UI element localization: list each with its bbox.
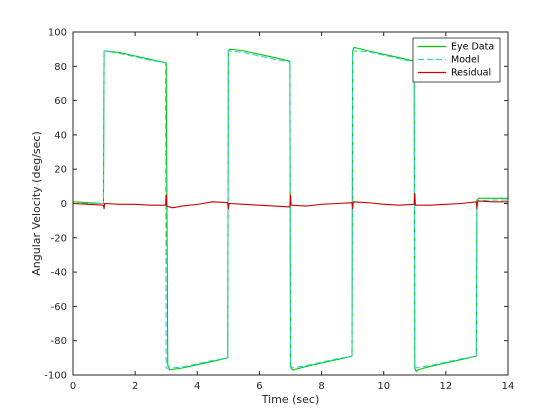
tick-labels: 0 2 4 6 8 10 12 14 -100 -80 -60 -40 -20 0 20 40 60 80 100 [44,28,514,393]
series-line-residual [73,192,508,210]
x-axis-label: Time (sec) [261,393,320,406]
series-line-model [73,50,508,369]
x-tick-label: 6 [256,381,262,392]
y-tick-label: 60 [54,96,67,107]
x-tick-label: 12 [439,381,452,392]
y-tick-label: -80 [51,336,67,347]
y-tick-label: -40 [51,268,67,279]
series-group [73,46,508,373]
x-tick-label: 10 [377,381,390,392]
legend: Eye Data Model Residual [412,37,501,83]
x-tick-label: 2 [132,381,138,392]
y-tick-label: 100 [48,28,67,39]
y-tick-label: -60 [51,302,67,313]
legend-label-eye-data: Eye Data [451,42,494,53]
y-tick-label: 80 [54,62,67,73]
y-tick-label: -20 [51,233,67,244]
y-tick-label: 0 [61,199,67,210]
y-axis-label: Angular Velocity (deg/sec) [30,131,43,275]
x-tick-label: 4 [194,381,200,392]
y-tick-label: 40 [54,130,67,141]
legend-label-residual: Residual [451,68,491,79]
x-tick-label: 8 [318,381,324,392]
y-tick-label: 20 [54,165,67,176]
x-tick-label: 0 [70,381,76,392]
x-tick-label: 14 [502,381,515,392]
legend-label-model: Model [451,55,480,66]
y-tick-label: -100 [44,371,67,382]
plot-frame [72,31,509,376]
